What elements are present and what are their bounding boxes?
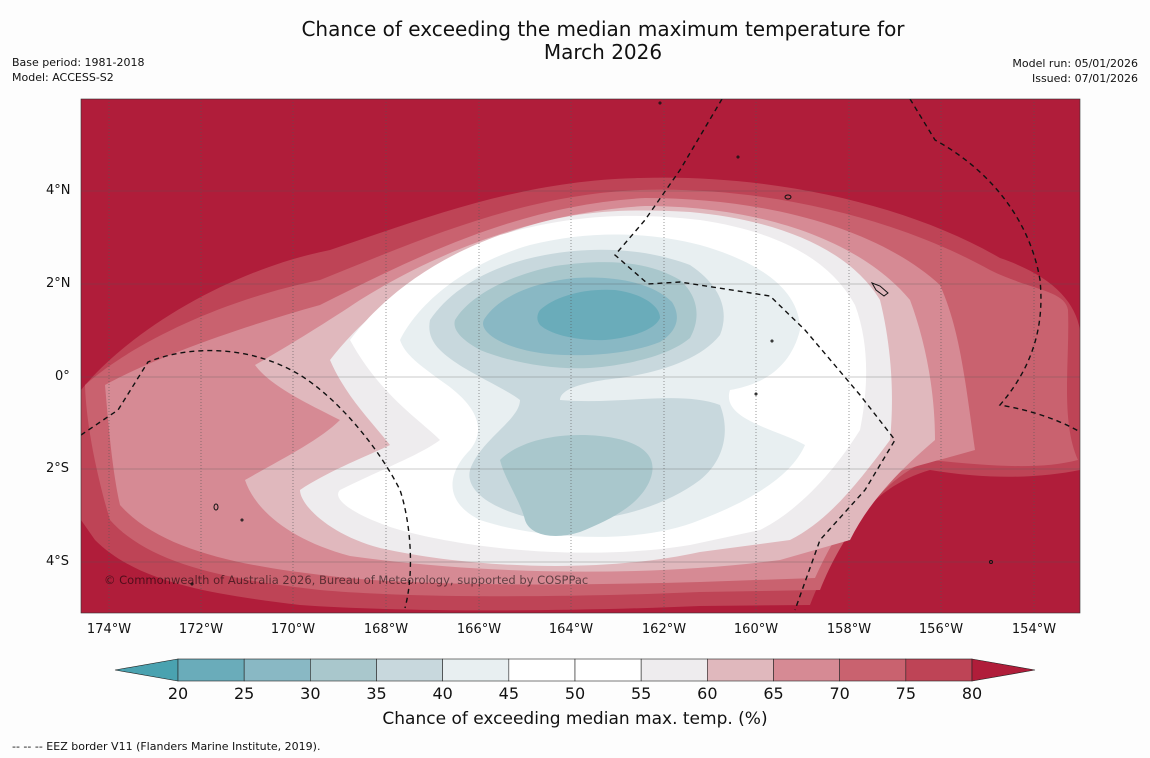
colorbar-tick-label: 60 (697, 684, 718, 703)
colorbar-cell-20-25 (177, 658, 245, 682)
colorbar-label: Chance of exceeding median max. temp. (%… (382, 709, 768, 729)
colorbar-cell-50-55 (574, 658, 642, 682)
colorbar-cell-35-40 (376, 658, 443, 682)
lon-label-158w: 158°W (826, 622, 872, 637)
colorbar-cell-75-80 (905, 658, 973, 682)
lat-label-4n: 4°N (46, 183, 71, 198)
colorbar-tick-label: 45 (498, 684, 520, 703)
map-copyright: © Commonwealth of Australia 2026, Bureau… (104, 573, 588, 587)
meta-right: Model run: 05/01/2026 Issued: 07/01/2026 (1012, 56, 1138, 86)
lon-label-160w: 160°W (733, 622, 779, 637)
lon-label-174w: 174°W (86, 622, 132, 637)
lon-label-172w: 172°W (178, 622, 224, 637)
colorbar-cell-30-35 (310, 658, 377, 682)
lon-label-166w: 166°W (456, 622, 502, 637)
lon-label-170w: 170°W (270, 622, 316, 637)
title-line-1: Chance of exceeding the median maximum t… (301, 17, 905, 41)
colorbar-under-arrow (114, 658, 179, 682)
colorbar-over-arrow (971, 658, 1036, 682)
lon-label-156w: 156°W (918, 622, 964, 637)
lat-label-0: 0° (55, 369, 70, 384)
map-frame (80, 98, 1081, 614)
colorbar-tick-label: 75 (895, 684, 917, 703)
chart-title: Chance of exceeding the median maximum t… (0, 18, 1150, 64)
colorbar-cell-40-45 (442, 658, 510, 682)
meta-left: Base period: 1981-2018 Model: ACCESS-S2 (12, 55, 144, 85)
eez-borders (81, 99, 1080, 611)
colorbar-tick-label: 50 (564, 684, 586, 703)
colorbar-tick-label: 55 (630, 684, 652, 703)
colorbar-cell-60-65 (707, 658, 774, 682)
colorbar-cell-55-60 (640, 658, 708, 682)
colorbar-tick-label: 70 (829, 684, 850, 703)
lon-label-154w: 154°W (1011, 622, 1057, 637)
lat-label-4s: 4°S (46, 554, 70, 569)
colorbar-cell-25-30 (243, 658, 311, 682)
colorbar-cell-45-50 (508, 658, 576, 682)
lat-label-2s: 2°S (46, 461, 70, 476)
contour-band-20-25 (537, 289, 660, 341)
lat-label-2n: 2°N (46, 276, 71, 291)
colorbar-cells (114, 658, 1036, 682)
issued-date: Issued: 07/01/2026 (1031, 72, 1138, 85)
model-run: Model run: 05/01/2026 (1012, 57, 1138, 70)
colorbar-cell-65-70 (773, 658, 840, 682)
colorbar (114, 658, 1036, 682)
colorbar-tick-label: 30 (300, 684, 321, 703)
colorbar-tick-label: 65 (763, 684, 784, 703)
eez-footnote: -- -- -- EEZ border V11 (Flanders Marine… (12, 740, 321, 753)
lon-label-162w: 162°W (641, 622, 687, 637)
model-name: Model: ACCESS-S2 (12, 71, 114, 84)
islands (190, 101, 993, 586)
colorbar-tick-label: 80 (961, 684, 983, 703)
colorbar-tick-label: 40 (432, 684, 453, 703)
base-period: Base period: 1981-2018 (12, 56, 145, 69)
map-plot-area: © Commonwealth of Australia 2026, Bureau… (81, 99, 1080, 613)
colorbar-tick-label: 20 (167, 684, 189, 703)
graticule-parallels (81, 190, 1080, 563)
lon-label-164w: 164°W (548, 622, 594, 637)
lon-label-168w: 168°W (363, 622, 409, 637)
colorbar-cell-70-75 (839, 658, 907, 682)
title-line-2: March 2026 (543, 40, 663, 64)
colorbar-tick-label: 35 (366, 684, 387, 703)
colorbar-tick-label: 25 (233, 684, 255, 703)
